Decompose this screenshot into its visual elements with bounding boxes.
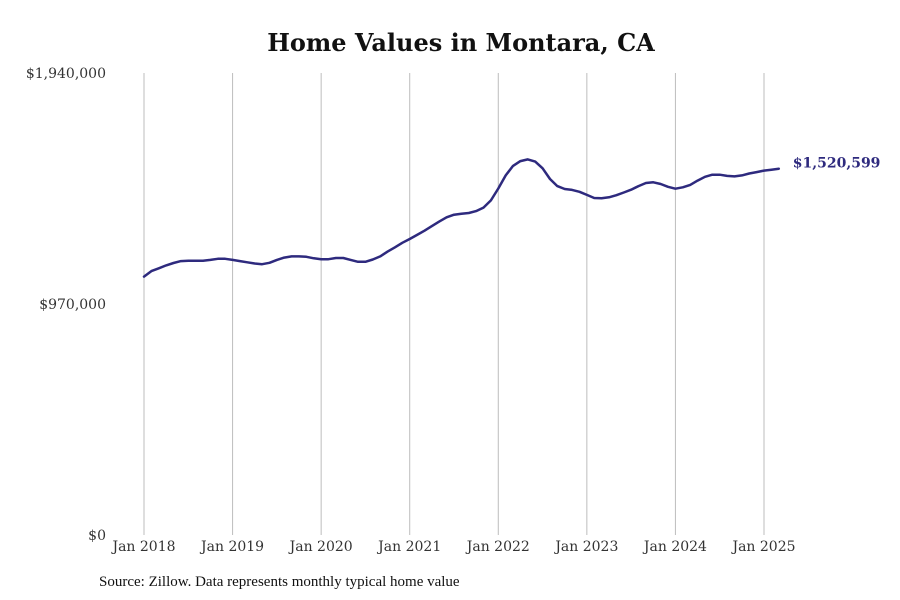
x-tick-label: Jan 2023 [553, 539, 618, 555]
y-tick-label: $0 [88, 528, 106, 544]
x-tick-label: Jan 2020 [288, 539, 353, 555]
x-tick-label: Jan 2025 [730, 539, 795, 555]
y-axis-ticks: $0 $970,000 $1,940,000 [26, 66, 106, 544]
source-note: Source: Zillow. Data represents monthly … [99, 574, 460, 590]
x-tick-label: Jan 2022 [465, 539, 530, 555]
y-tick-label: $1,940,000 [26, 66, 106, 82]
x-tick-label: Jan 2018 [110, 539, 175, 555]
end-value-label: $1,520,599 [793, 156, 881, 172]
x-tick-label: Jan 2019 [199, 539, 264, 555]
chart-title: Home Values in Montara, CA [267, 28, 655, 57]
gridlines [143, 73, 765, 535]
x-tick-label: Jan 2021 [376, 539, 441, 555]
series-line-home-value [142, 158, 781, 278]
x-axis-ticks: Jan 2018 Jan 2019 Jan 2020 Jan 2021 Jan 2022… [110, 539, 795, 555]
y-tick-label: $970,000 [39, 297, 106, 313]
x-tick-label: Jan 2024 [642, 539, 707, 555]
